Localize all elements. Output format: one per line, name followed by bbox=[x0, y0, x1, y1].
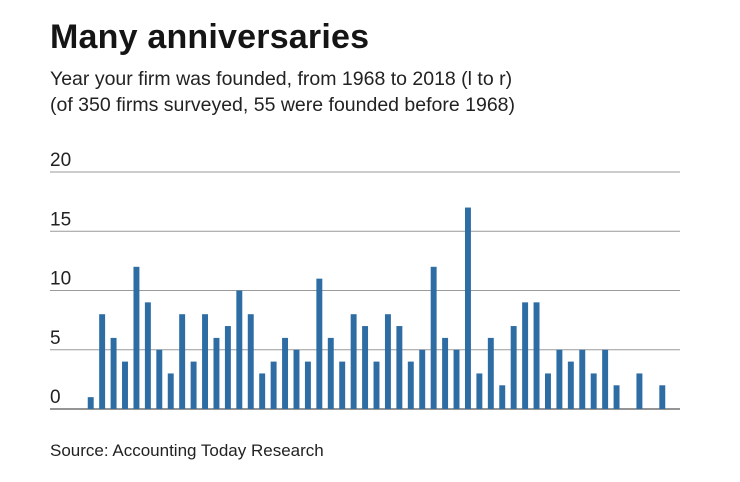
bar-1988 bbox=[316, 278, 323, 409]
bar-1979 bbox=[213, 337, 220, 409]
bar-2006 bbox=[522, 302, 529, 409]
bar-1971 bbox=[122, 361, 128, 409]
y-axis-tick-labels: 0 5 10 15 20 bbox=[50, 150, 71, 408]
bar-2004 bbox=[499, 385, 506, 409]
chart-subtitle: Year your firm was founded, from 1968 to… bbox=[50, 66, 515, 118]
y-tick-label-15: 15 bbox=[50, 209, 71, 230]
bar-1987 bbox=[304, 361, 311, 409]
bar-2009 bbox=[556, 349, 563, 409]
bar-2014 bbox=[613, 385, 620, 409]
bar-1992 bbox=[362, 326, 369, 409]
bar-2005 bbox=[510, 326, 517, 409]
bar-2007 bbox=[533, 302, 540, 409]
bar-1976 bbox=[179, 314, 186, 409]
bar-2010 bbox=[567, 361, 574, 409]
bar-1991 bbox=[350, 314, 357, 409]
bar-1996 bbox=[407, 361, 414, 409]
y-tick-label-0: 0 bbox=[50, 387, 61, 408]
bar-1995 bbox=[396, 326, 403, 409]
bar-1968 bbox=[87, 397, 94, 409]
bar-1983 bbox=[259, 373, 266, 409]
subtitle-line-2: (of 350 firms surveyed, 55 were founded … bbox=[50, 94, 516, 116]
bar-1999 bbox=[442, 337, 449, 409]
bar-1997 bbox=[419, 349, 426, 409]
chart-title: Many anniversaries bbox=[50, 18, 370, 56]
bar-1984 bbox=[270, 361, 277, 409]
bar-1977 bbox=[190, 361, 197, 409]
bar-1993 bbox=[373, 361, 380, 409]
bar-1985 bbox=[282, 337, 289, 409]
bar-2013 bbox=[602, 349, 609, 409]
source-note: Source: Accounting Today Research bbox=[50, 441, 324, 460]
bar-2003 bbox=[487, 337, 494, 409]
bar-1994 bbox=[384, 314, 391, 409]
y-tick-label-5: 5 bbox=[50, 328, 61, 349]
bar-1998 bbox=[430, 266, 437, 409]
bar-1973 bbox=[144, 302, 151, 409]
bar-1982 bbox=[247, 314, 254, 409]
bar-1989 bbox=[327, 337, 334, 409]
bar-2018 bbox=[659, 385, 666, 409]
bar-1974 bbox=[156, 349, 163, 409]
bar-2000 bbox=[453, 349, 460, 409]
bar-1980 bbox=[224, 326, 231, 409]
bar-2002 bbox=[476, 373, 483, 409]
bar-1986 bbox=[293, 349, 300, 409]
bar-1981 bbox=[236, 290, 243, 409]
bar-1978 bbox=[202, 314, 208, 409]
bar-1972 bbox=[133, 266, 140, 409]
subtitle-line-1: Year your firm was founded, from 1968 to… bbox=[50, 68, 513, 90]
bar-2012 bbox=[590, 373, 597, 409]
bars bbox=[87, 207, 666, 409]
y-tick-label-10: 10 bbox=[50, 269, 71, 290]
bar-1990 bbox=[339, 361, 346, 409]
bar-1970 bbox=[110, 337, 117, 409]
bar-2001 bbox=[464, 207, 471, 409]
bar-2011 bbox=[579, 349, 586, 409]
y-tick-label-20: 20 bbox=[50, 150, 71, 171]
bar-2016 bbox=[636, 373, 643, 409]
bar-1969 bbox=[99, 314, 106, 409]
bar-1975 bbox=[167, 373, 174, 409]
bar-2008 bbox=[545, 373, 551, 409]
